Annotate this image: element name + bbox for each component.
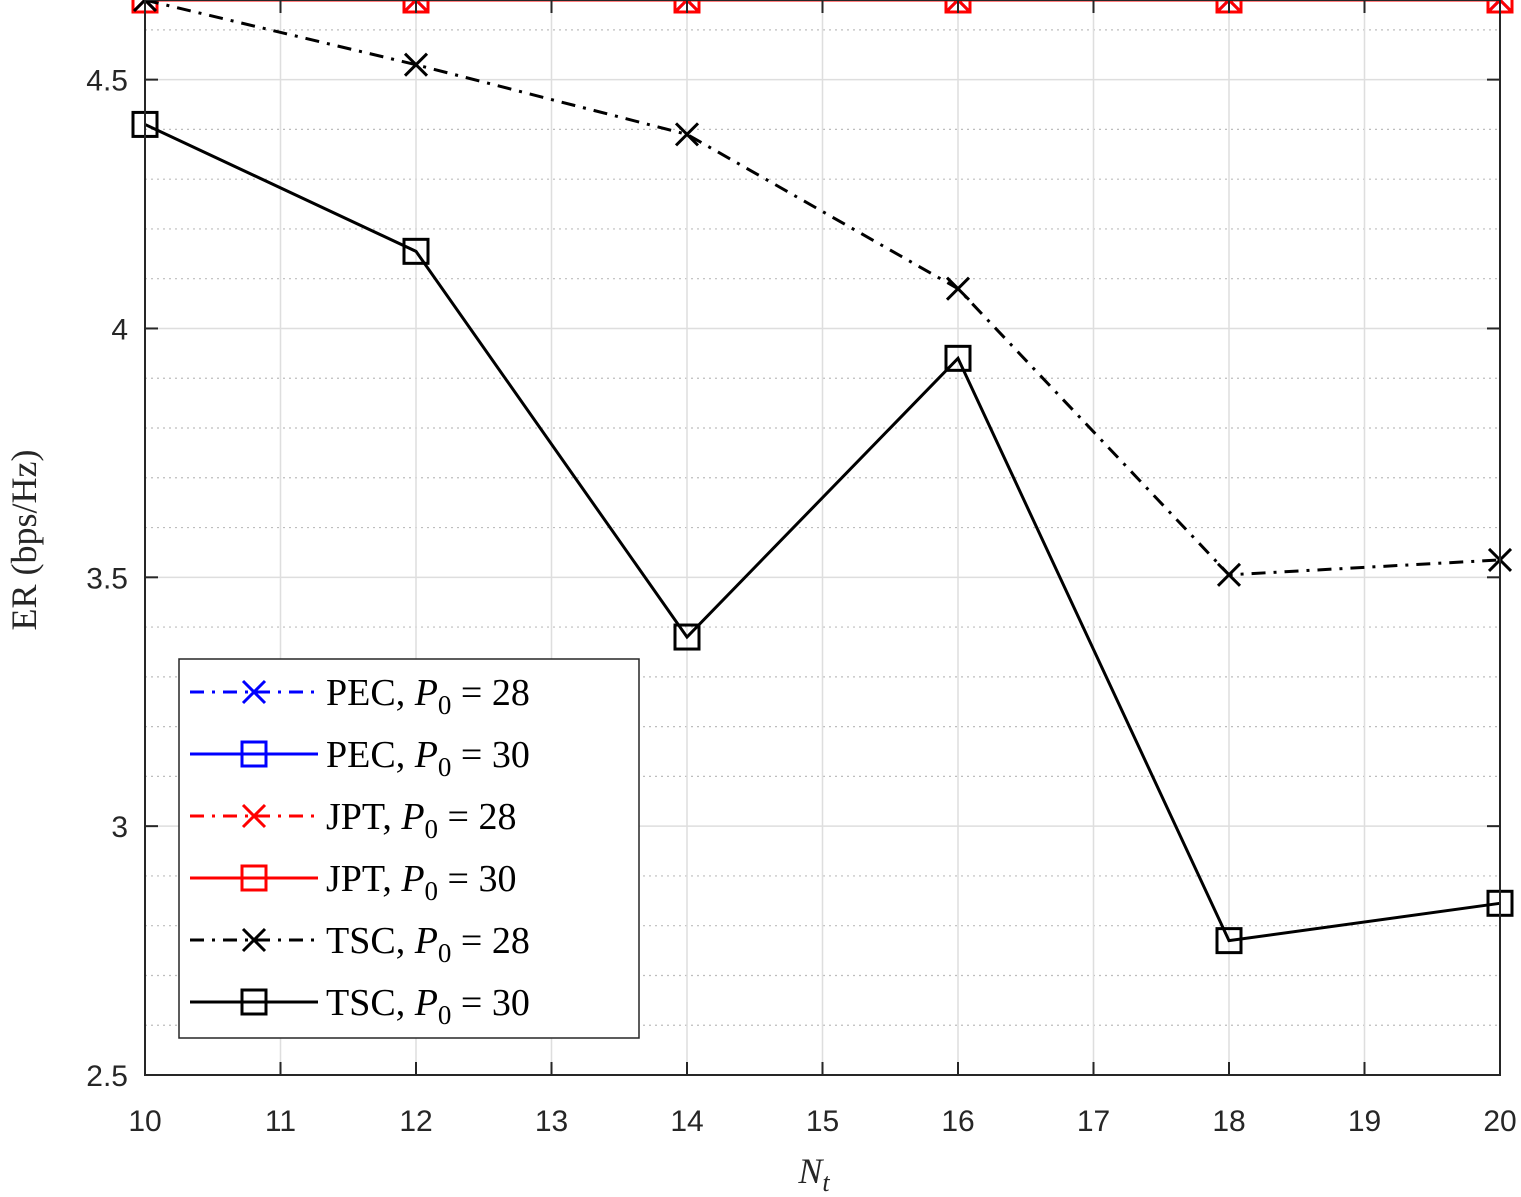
x-axis-label-main: N	[797, 1151, 824, 1191]
x-tick-label: 10	[128, 1105, 161, 1138]
legend-entry-2: PEC, P0 = 30	[190, 734, 530, 782]
legend-entry-3: JPT, P0 = 28	[190, 796, 516, 844]
legend-label-var: P	[414, 672, 438, 714]
marker-x	[674, 122, 700, 147]
marker-square	[240, 740, 268, 768]
legend-label-name: JPT,	[326, 858, 401, 900]
legend-label-sub: 0	[425, 876, 439, 906]
legend-box	[178, 658, 640, 1039]
y-tick-label: 4.5	[86, 65, 128, 98]
legend-label-var: P	[400, 858, 424, 900]
x-tick-label: 12	[399, 1105, 432, 1138]
x-tick-label: 17	[1077, 1105, 1110, 1138]
legend-label-var: P	[414, 920, 438, 962]
legend-label-name: TSC,	[326, 920, 415, 962]
legend-label-sub: 0	[438, 690, 452, 720]
x-tick-label: 16	[941, 1105, 974, 1138]
x-axis-label-sub: t	[822, 1168, 830, 1197]
x-axis-label: Nt	[797, 1151, 830, 1197]
legend-label-name: TSC,	[326, 982, 415, 1024]
marker-x	[132, 0, 158, 13]
legend-entry-5: TSC, P0 = 28	[190, 920, 530, 968]
legend-label: PEC, P0 = 28	[326, 672, 530, 720]
legend-label-value: = 28	[438, 796, 516, 838]
marker-x	[945, 276, 971, 301]
tick-labels: 10 11 12 13 14 15 16 17 18 19 20 2.5 3 3.5 4 4.5	[86, 65, 1516, 1138]
marker-square	[1215, 927, 1243, 955]
marker-x	[945, 0, 971, 13]
marker-x	[403, 0, 429, 13]
x-tick-label: 15	[806, 1105, 839, 1138]
legend-label: JPT, P0 = 30	[326, 858, 516, 906]
legend-entry-1: PEC, P0 = 28	[190, 672, 530, 720]
marker-x	[241, 679, 267, 705]
legend-label-value: = 30	[451, 982, 529, 1024]
legend-label-value: = 30	[451, 734, 529, 776]
legend-label-value: = 30	[438, 858, 516, 900]
legend-label-sub: 0	[425, 814, 439, 844]
series-6	[131, 110, 1514, 955]
marker-x	[1216, 562, 1242, 587]
marker-square	[402, 237, 430, 265]
x-tick-label: 20	[1483, 1105, 1516, 1138]
legend-entry-6: TSC, P0 = 30	[190, 982, 530, 1030]
legend-label-var: P	[414, 982, 438, 1024]
x-tick-label: 13	[535, 1105, 568, 1138]
legend-label-sub: 0	[438, 1000, 452, 1030]
legend-label-sub: 0	[438, 938, 452, 968]
legend-label-value: = 28	[451, 672, 529, 714]
marker-x	[241, 803, 267, 829]
legend-label-sub: 0	[438, 752, 452, 782]
y-tick-label: 3	[111, 811, 128, 844]
legend-label-var: P	[414, 734, 438, 776]
x-tick-label: 14	[670, 1105, 703, 1138]
series-line	[144, 123, 1501, 943]
series-line	[144, 0, 1501, 577]
y-tick-label: 3.5	[86, 562, 128, 595]
x-tick-label: 19	[1348, 1105, 1381, 1138]
marker-square	[240, 864, 268, 892]
legend-label-name: PEC,	[326, 734, 415, 776]
marker-x	[1216, 0, 1242, 13]
marker-square	[240, 988, 268, 1016]
marker-square	[944, 344, 972, 372]
marker-square	[673, 623, 701, 651]
legend-label-name: JPT,	[326, 796, 401, 838]
series-5	[132, 0, 1513, 587]
minor-grid	[145, 29, 1500, 1026]
marker-x	[1487, 0, 1513, 13]
legend-label-name: PEC,	[326, 672, 415, 714]
legend-label: JPT, P0 = 28	[326, 796, 516, 844]
legend-label: TSC, P0 = 28	[326, 920, 530, 968]
marker-x	[241, 927, 267, 953]
y-axis-label: ER (bps/Hz)	[4, 450, 44, 631]
y-tick-label: 4	[111, 313, 128, 346]
legend-label-value: = 28	[451, 920, 529, 962]
y-tick-label: 2.5	[86, 1060, 128, 1093]
marker-x	[403, 52, 429, 77]
legend-label: TSC, P0 = 30	[326, 982, 530, 1030]
axis-ticks	[144, 0, 1501, 1076]
marker-x	[674, 0, 700, 13]
x-tick-label: 18	[1212, 1105, 1245, 1138]
legend-entry-4: JPT, P0 = 30	[190, 858, 516, 906]
legend-label-var: P	[400, 796, 424, 838]
legend-label: PEC, P0 = 30	[326, 734, 530, 782]
x-tick-label: 11	[265, 1105, 296, 1138]
